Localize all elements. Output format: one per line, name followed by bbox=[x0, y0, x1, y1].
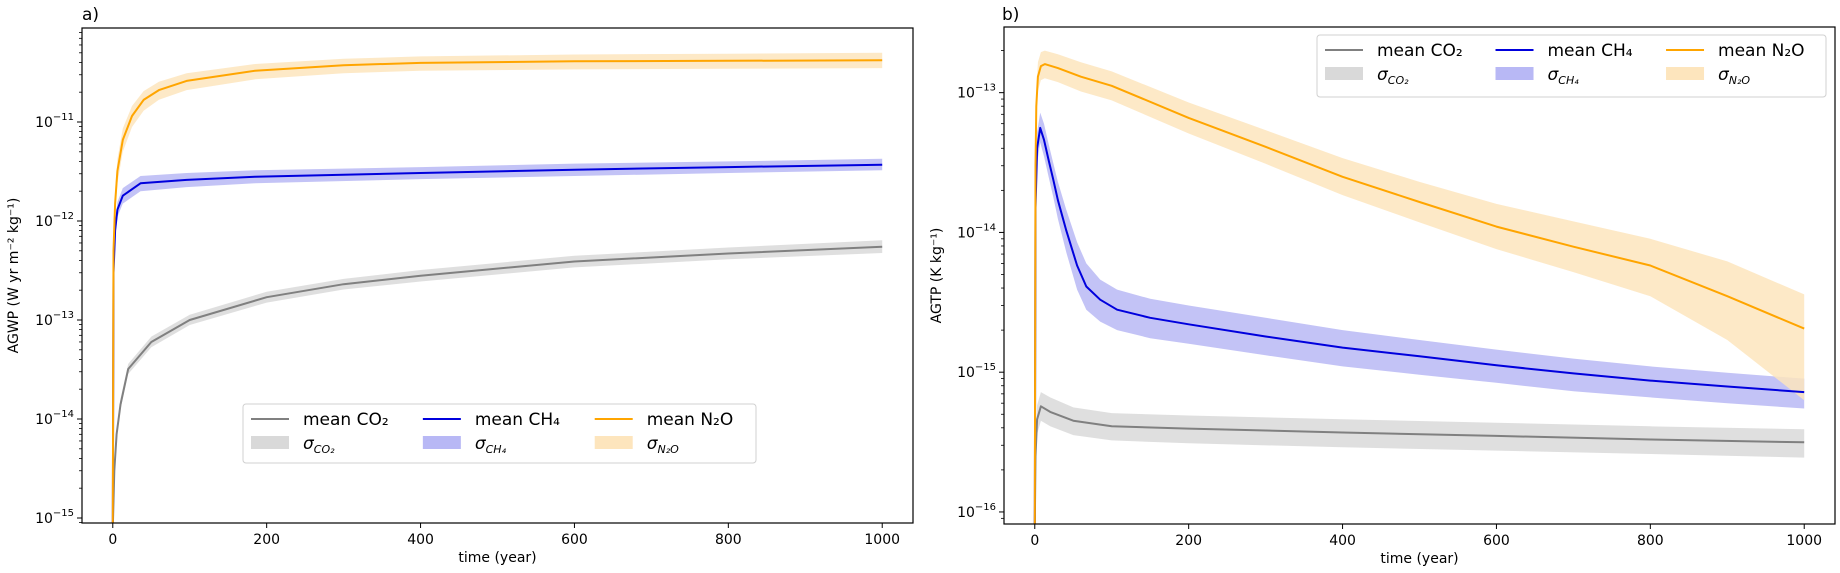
x-ticks-b: 0 200 400 600 800 1000 bbox=[1030, 524, 1822, 549]
x-tick-label: 800 bbox=[1637, 533, 1664, 549]
legend-swatch-ch4 bbox=[1495, 67, 1534, 80]
mean-line-n2o bbox=[1033, 63, 1805, 524]
x-tick-label: 1000 bbox=[864, 532, 900, 548]
bands-b bbox=[1034, 50, 1805, 524]
legend-label-mean-n2o: mean N₂O bbox=[1718, 41, 1805, 61]
x-tick-label: 0 bbox=[1030, 533, 1039, 549]
sigma-band-co2 bbox=[1034, 392, 1805, 524]
x-tick-label: 400 bbox=[407, 532, 434, 548]
y-ticks-a: 10−15 10−14 10−13 10−12 10−11 bbox=[35, 32, 82, 527]
y-tick-label: 10−12 bbox=[35, 211, 74, 230]
y-axis-label-b: AGTP (K kg⁻¹) bbox=[929, 228, 945, 324]
x-tick-label: 200 bbox=[1175, 533, 1202, 549]
x-tick-label: 600 bbox=[1483, 533, 1510, 549]
y-tick-label: 10−11 bbox=[35, 112, 74, 131]
panel-label-a: a) bbox=[82, 5, 99, 25]
mean-line-co2 bbox=[1033, 405, 1805, 524]
sigma-band-co2 bbox=[112, 240, 883, 523]
legend-label-sigma-n2o: σN₂O bbox=[1718, 65, 1750, 87]
panel-a: a) 0 200 400 600 800 1000 10−1510−1410−1310−1… bbox=[6, 5, 914, 566]
x-axis-label-b: time (year) bbox=[1380, 551, 1458, 567]
legend-label-mean-co2: mean CO₂ bbox=[1377, 41, 1463, 61]
x-tick-label: 400 bbox=[1329, 533, 1356, 549]
y-tick-label: 10−13 bbox=[35, 310, 74, 329]
legend-swatch-co2 bbox=[1325, 67, 1363, 80]
y-ticks-b: 10−16 10−15 10−14 10−13 bbox=[957, 50, 1004, 521]
mean-line-n2o bbox=[111, 59, 883, 523]
y-tick-label: 10−15 bbox=[35, 508, 74, 527]
x-axis-label-a: time (year) bbox=[458, 550, 536, 566]
legend-label-sigma-co2: σCO₂ bbox=[303, 434, 335, 456]
legend-swatch-n2o bbox=[1666, 67, 1705, 80]
legend-swatch-ch4 bbox=[422, 436, 461, 449]
legend-swatch-n2o bbox=[594, 436, 633, 449]
mean-line-co2 bbox=[111, 245, 883, 523]
x-ticks-a: 0 200 400 600 800 1000 bbox=[108, 523, 900, 548]
lines-b bbox=[1033, 63, 1805, 524]
y-axis-label-a: AGWP (W yr m⁻² kg⁻¹) bbox=[6, 198, 22, 354]
x-tick-label: 1000 bbox=[1786, 533, 1822, 549]
sigma-band-ch4 bbox=[112, 158, 883, 523]
legend-label-sigma-co2: σCO₂ bbox=[1377, 65, 1409, 87]
x-tick-label: 600 bbox=[561, 532, 588, 548]
legend-label-sigma-n2o: σN₂O bbox=[647, 434, 679, 456]
mean-line-ch4 bbox=[111, 163, 883, 523]
y-tick-label: 10−14 bbox=[957, 222, 996, 241]
legend-label-sigma-ch4: σCH₄ bbox=[1548, 65, 1580, 87]
y-tick-label: 10−14 bbox=[35, 409, 74, 428]
lines-a bbox=[111, 59, 883, 523]
axes-frame-a bbox=[81, 27, 914, 524]
legend-label-mean-n2o: mean N₂O bbox=[647, 410, 734, 430]
x-tick-label: 200 bbox=[253, 532, 280, 548]
legend-a: mean CO₂ σCO₂ mean CH₄ σCH₄ mean N₂O σN₂O bbox=[242, 403, 757, 464]
y-tick-label: 10−15 bbox=[957, 362, 996, 381]
legend-swatch-co2 bbox=[251, 436, 289, 449]
x-tick-label: 800 bbox=[715, 532, 742, 548]
panel-b: b) 0 200 400 600 800 1000 10−1610−1510−1410−1… bbox=[929, 5, 1836, 567]
y-tick-label: 10−13 bbox=[957, 83, 996, 102]
mean-line-ch4 bbox=[1033, 126, 1805, 524]
x-tick-label: 0 bbox=[108, 532, 117, 548]
panel-label-b: b) bbox=[1002, 5, 1019, 25]
axes-frame-b bbox=[1003, 26, 1836, 525]
legend-b: mean CO₂ σCO₂ mean CH₄ σCH₄ mean N₂O σN₂O bbox=[1316, 34, 1827, 98]
y-tick-label: 10−16 bbox=[957, 502, 996, 521]
sigma-band-n2o bbox=[1034, 50, 1805, 524]
legend-label-mean-ch4: mean CH₄ bbox=[1548, 41, 1633, 61]
legend-label-mean-co2: mean CO₂ bbox=[303, 410, 389, 430]
legend-label-mean-ch4: mean CH₄ bbox=[475, 410, 560, 430]
legend-label-sigma-ch4: σCH₄ bbox=[475, 434, 507, 456]
sigma-band-ch4 bbox=[1034, 112, 1805, 524]
